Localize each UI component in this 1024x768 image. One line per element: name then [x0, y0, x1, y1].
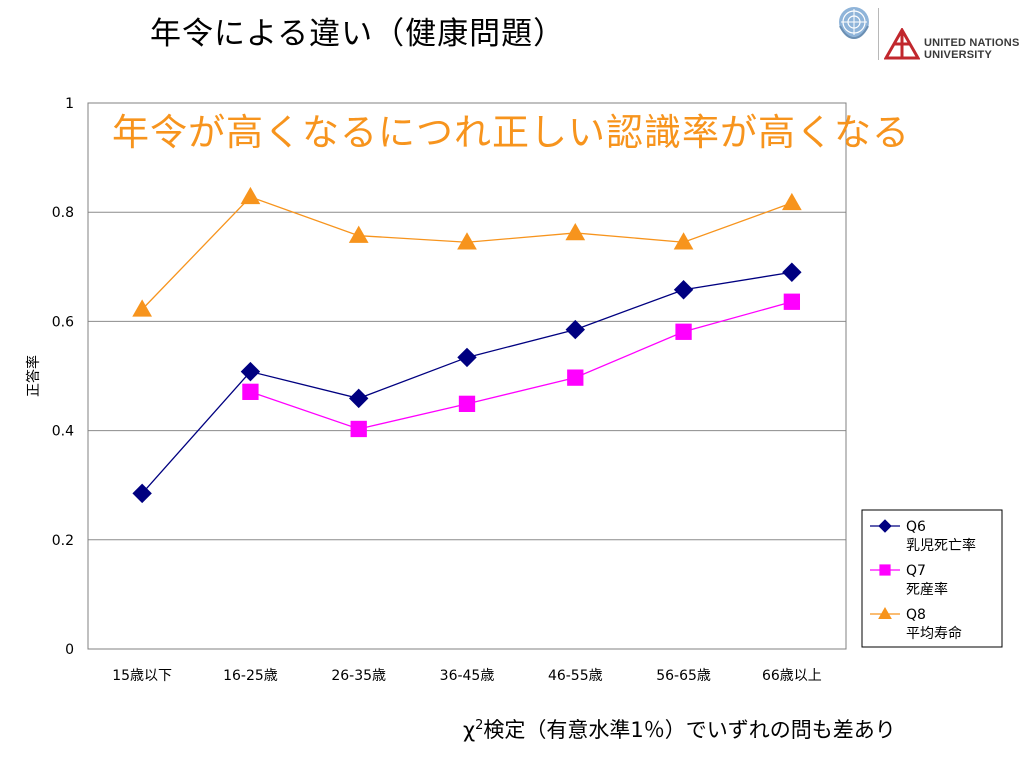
- data-point: [457, 232, 477, 250]
- legend-label: 死産率: [906, 581, 948, 598]
- un-emblem-icon: [839, 7, 869, 40]
- x-tick-label: 66歳以上: [762, 668, 822, 684]
- data-point: [242, 383, 259, 400]
- series-group: [132, 186, 802, 504]
- series-q7: [242, 293, 801, 438]
- data-point: [240, 361, 261, 382]
- footnote-symbol: χ: [463, 718, 476, 742]
- headline-annotation: 年令が高くなるにつれ正しい認識率が高くなる: [112, 111, 910, 154]
- footnote-superscript: 2: [475, 718, 484, 733]
- unu-logo-text: UNITED NATIONS UNIVERSITY: [924, 37, 1019, 61]
- data-point: [565, 222, 586, 241]
- data-point: [783, 293, 801, 310]
- logo-line2: UNIVERSITY: [924, 49, 993, 61]
- data-point: [781, 192, 802, 211]
- y-tick-label: 1: [65, 96, 74, 112]
- y-tick-label: 0: [65, 642, 74, 658]
- x-tick-label: 36-45歳: [440, 668, 495, 684]
- x-tick-label: 16-25歳: [223, 668, 278, 684]
- unu-mark-icon: [884, 28, 920, 60]
- data-point: [240, 186, 261, 205]
- plot-area: [87, 102, 847, 650]
- data-point: [458, 395, 476, 412]
- x-tick-label: 46-55歳: [548, 668, 603, 684]
- legend-label: 乳児死亡率: [906, 537, 976, 554]
- data-point: [567, 369, 584, 386]
- legend-box: [861, 509, 1003, 648]
- y-tick-label: 0.2: [52, 533, 74, 549]
- legend-label: Q6: [906, 519, 926, 535]
- series-q8: [132, 186, 802, 317]
- logo-line1: UNITED NATIONS: [924, 37, 1020, 49]
- x-tick-label: 15歳以下: [112, 668, 172, 684]
- legend-swatch-marker: [879, 564, 891, 576]
- data-point: [349, 388, 369, 409]
- footnote-text: 検定（有意水準1％）でいずれの問も差あり: [483, 718, 896, 742]
- logo-divider: [878, 8, 879, 60]
- series-line: [141, 271, 792, 494]
- data-point: [350, 420, 367, 438]
- legend-item-q6: Q6 乳児死亡率: [870, 519, 976, 554]
- y-tick-label: 0.4: [52, 424, 74, 440]
- data-point: [132, 299, 153, 317]
- y-tick-labels: 0 0.2 0.4 0.6 0.8 1: [52, 96, 74, 658]
- legend-swatch-marker: [878, 519, 892, 533]
- series-q6: [132, 262, 802, 504]
- series-line: [141, 196, 793, 310]
- legend-label: 平均寿命: [906, 625, 962, 642]
- legend-item-q7: Q7 死産率: [870, 563, 948, 598]
- footnote: χ2検定（有意水準1％）でいずれの問も差あり: [463, 714, 896, 744]
- legend-swatch-marker: [878, 606, 892, 619]
- data-point: [132, 483, 152, 504]
- data-point: [675, 323, 692, 340]
- data-point: [673, 280, 694, 300]
- legend: Q6 乳児死亡率 Q7 死産率 Q8 平均寿命: [861, 509, 1003, 648]
- grid-lines: [88, 211, 846, 541]
- x-tick-label: 56-65歳: [656, 668, 711, 684]
- x-tick-label: 26-35歳: [331, 668, 386, 684]
- slide-title: 年令による違い（健康問題）: [150, 16, 566, 52]
- legend-label: Q8: [906, 607, 926, 623]
- x-tick-labels: 15歳以下 16-25歳 26-35歳 36-45歳 46-55歳 56-65歳 66歳以上: [112, 668, 822, 684]
- data-point: [457, 347, 477, 368]
- data-point: [565, 319, 585, 340]
- data-point: [348, 225, 369, 243]
- legend-item-q8: Q8 平均寿命: [870, 606, 962, 642]
- y-tick-label: 0.8: [52, 205, 74, 221]
- y-axis-label: 正答率: [25, 355, 42, 397]
- y-tick-label: 0.6: [52, 314, 74, 330]
- series-line: [250, 301, 793, 430]
- data-point: [673, 232, 694, 250]
- legend-label: Q7: [906, 563, 926, 579]
- data-point: [782, 262, 802, 282]
